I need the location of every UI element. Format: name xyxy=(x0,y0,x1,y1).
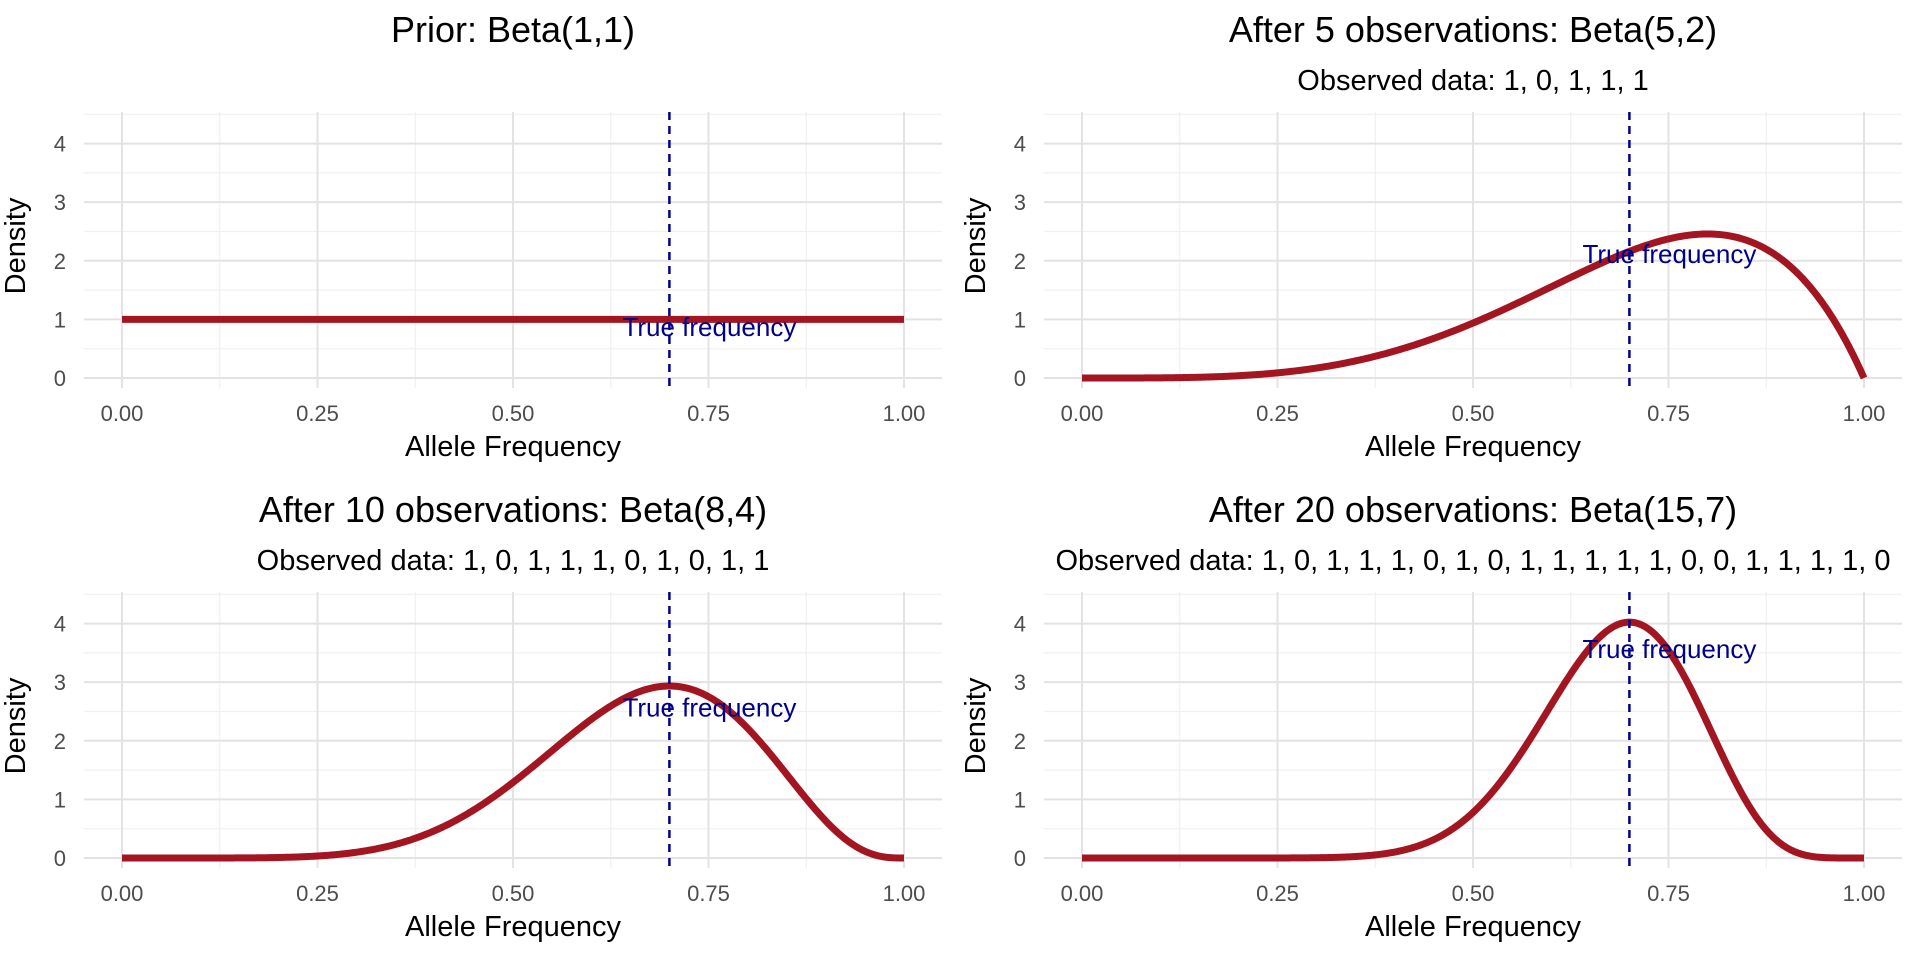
y-tick-label: 2 xyxy=(54,729,66,754)
x-axis-label: Allele Frequency xyxy=(405,911,621,943)
y-tick-label: 0 xyxy=(54,846,66,871)
x-axis-label: Allele Frequency xyxy=(405,431,621,463)
x-tick-label: 0.00 xyxy=(1061,881,1104,906)
y-tick-label: 2 xyxy=(1014,729,1026,754)
x-tick-label: 0.00 xyxy=(1061,401,1104,426)
x-tick-label: 0.00 xyxy=(101,401,144,426)
x-tick-label: 0.75 xyxy=(1647,881,1690,906)
y-axis-label: Density xyxy=(960,677,992,774)
x-tick-label: 0.50 xyxy=(492,401,535,426)
y-tick-label: 1 xyxy=(1014,307,1026,332)
x-tick-label: 0.75 xyxy=(687,881,730,906)
x-tick-label: 0.50 xyxy=(492,881,535,906)
panel-subtitle: Observed data: 1, 0, 1, 1, 1, 0, 1, 0, 1… xyxy=(1055,545,1890,577)
y-tick-label: 0 xyxy=(1014,366,1026,391)
y-tick-label: 1 xyxy=(54,787,66,812)
density-line xyxy=(1080,618,1866,862)
density-line xyxy=(120,682,906,862)
x-tick-label: 0.50 xyxy=(1452,401,1495,426)
y-tick-label: 2 xyxy=(1014,249,1026,274)
y-tick-label: 4 xyxy=(54,612,66,637)
y-axis-label: Density xyxy=(0,197,32,294)
y-tick-label: 0 xyxy=(54,366,66,391)
panel-subtitle: Observed data: 1, 0, 1, 1, 1 xyxy=(1297,65,1648,97)
x-axis-label: Allele Frequency xyxy=(1365,911,1581,943)
true-frequency-label: True frequency xyxy=(622,693,796,723)
y-tick-label: 3 xyxy=(54,670,66,695)
y-axis-label: Density xyxy=(960,197,992,294)
x-tick-label: 0.50 xyxy=(1452,881,1495,906)
y-tick-label: 3 xyxy=(54,190,66,215)
true-frequency-label: True frequency xyxy=(1582,634,1756,664)
panel-title: Prior: Beta(1,1) xyxy=(391,9,635,50)
x-tick-label: 0.00 xyxy=(101,881,144,906)
x-tick-label: 0.25 xyxy=(296,401,339,426)
y-tick-label: 4 xyxy=(1014,612,1026,637)
x-tick-label: 0.25 xyxy=(1256,881,1299,906)
chart-panel-1: 0.00 0.25 0.50 0.75 1.00 0 1 2 3 4 True frequency P… xyxy=(0,9,942,463)
chart-panel-4: 0.00 0.25 0.50 0.75 1.00 0 1 2 3 4 True frequency A… xyxy=(960,489,1902,943)
y-tick-label: 0 xyxy=(1014,846,1026,871)
x-tick-label: 1.00 xyxy=(883,401,926,426)
y-axis-label: Density xyxy=(0,677,32,774)
x-tick-label: 1.00 xyxy=(1843,881,1886,906)
x-tick-label: 0.25 xyxy=(1256,401,1299,426)
y-tick-label: 1 xyxy=(1014,787,1026,812)
panel-title: After 5 observations: Beta(5,2) xyxy=(1229,9,1717,50)
x-tick-label: 0.75 xyxy=(687,401,730,426)
y-tick-label: 4 xyxy=(54,132,66,157)
y-tick-label: 4 xyxy=(1014,132,1026,157)
x-axis-label: Allele Frequency xyxy=(1365,431,1581,463)
x-tick-label: 1.00 xyxy=(1843,401,1886,426)
x-tick-label: 1.00 xyxy=(883,881,926,906)
y-tick-label: 1 xyxy=(54,307,66,332)
y-tick-label: 3 xyxy=(1014,670,1026,695)
panel-title: After 10 observations: Beta(8,4) xyxy=(259,489,767,530)
chart-panel-2: 0.00 0.25 0.50 0.75 1.00 0 1 2 3 4 True frequency A… xyxy=(960,9,1902,463)
true-frequency-label: True frequency xyxy=(622,312,796,342)
true-frequency-label: True frequency xyxy=(1582,239,1756,269)
y-tick-label: 2 xyxy=(54,249,66,274)
panel-subtitle: Observed data: 1, 0, 1, 1, 1, 0, 1, 0, 1… xyxy=(257,545,770,577)
x-tick-label: 0.75 xyxy=(1647,401,1690,426)
panel-title: After 20 observations: Beta(15,7) xyxy=(1209,489,1737,530)
y-tick-label: 3 xyxy=(1014,190,1026,215)
density-line xyxy=(1080,230,1868,382)
chart-panel-3: 0.00 0.25 0.50 0.75 1.00 0 1 2 3 4 True frequency A… xyxy=(0,489,942,943)
x-tick-label: 0.25 xyxy=(296,881,339,906)
